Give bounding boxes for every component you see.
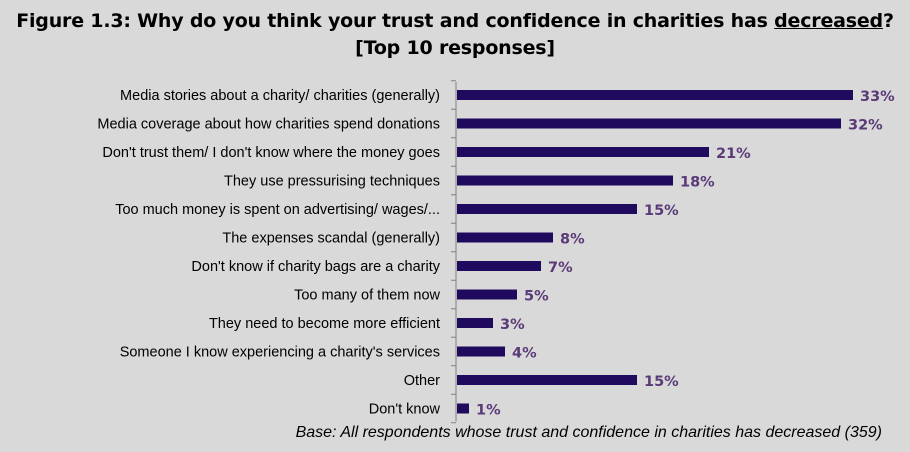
title-question-mark: ? xyxy=(882,10,894,32)
category-label: Media coverage about how charities spend… xyxy=(97,117,440,133)
category-label: They need to become more efficient xyxy=(209,316,440,332)
category-label: Too many of them now xyxy=(294,288,440,304)
data-label: 15% xyxy=(644,203,679,219)
chart-title: Figure 1.3: Why do you think your trust … xyxy=(0,8,910,62)
data-label: 15% xyxy=(644,374,679,390)
bar xyxy=(457,403,469,414)
bar xyxy=(457,261,541,271)
bar xyxy=(457,175,673,186)
category-label: Don't trust them/ I don't know where the… xyxy=(102,145,440,161)
bar xyxy=(457,90,853,100)
base-note: Base: All respondents whose trust and co… xyxy=(295,424,882,441)
category-label: Other xyxy=(404,373,440,389)
category-label: Someone I know experiencing a charity's … xyxy=(120,345,440,361)
bar xyxy=(457,204,637,214)
bar xyxy=(457,318,493,328)
bar xyxy=(457,346,505,357)
data-label: 4% xyxy=(512,346,537,362)
category-label: They use pressurising techniques xyxy=(224,174,440,190)
data-label: 7% xyxy=(548,260,573,276)
bar xyxy=(457,232,553,243)
title-line-2: [Top 10 responses] xyxy=(355,37,555,59)
data-label: 5% xyxy=(524,289,549,305)
category-label: Too much money is spent on advertising/ … xyxy=(115,202,440,218)
bar xyxy=(457,289,517,300)
data-label: 32% xyxy=(848,118,883,134)
bar xyxy=(457,118,841,129)
bar xyxy=(457,375,637,385)
category-label: Media stories about a charity/ charities… xyxy=(120,88,440,104)
category-label: Don't know if charity bags are a charity xyxy=(191,259,440,275)
data-label: 18% xyxy=(680,175,715,191)
title-line-1: Figure 1.3: Why do you think your trust … xyxy=(0,8,910,35)
data-label: 8% xyxy=(560,232,585,248)
title-text: Figure 1.3: Why do you think your trust … xyxy=(16,10,775,32)
category-label: Don't know xyxy=(369,402,441,418)
data-label: 3% xyxy=(500,317,525,333)
category-label: The expenses scandal (generally) xyxy=(222,231,440,247)
bar xyxy=(457,147,709,157)
data-label: 1% xyxy=(476,403,501,419)
data-label: 21% xyxy=(716,146,751,162)
data-label: 33% xyxy=(860,89,895,105)
title-underlined-word: decreased xyxy=(774,10,883,32)
